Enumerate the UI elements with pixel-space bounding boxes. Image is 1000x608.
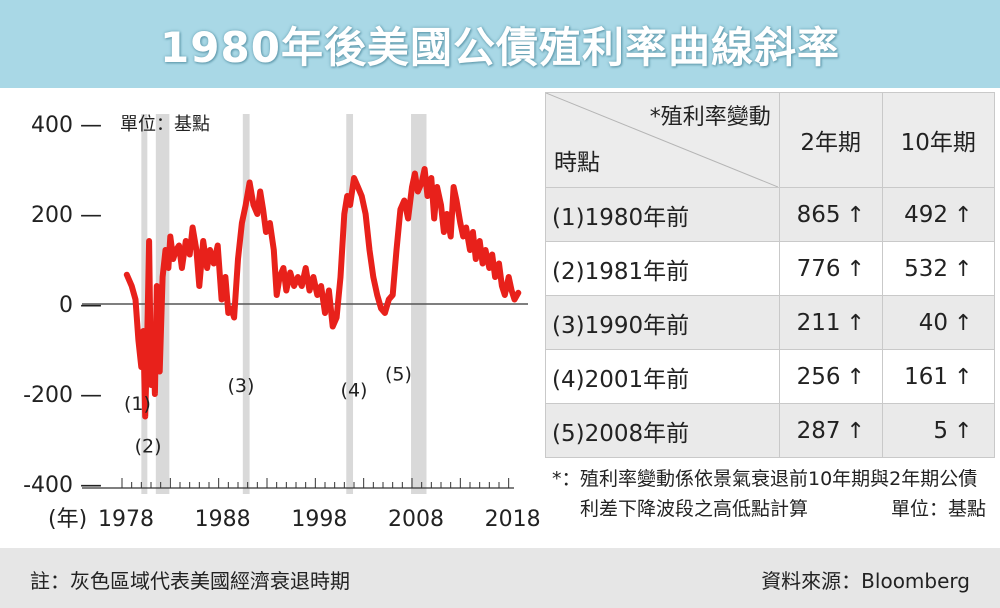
recession-annotation: (5) bbox=[385, 364, 412, 386]
recession-note: 註：灰色區域代表美國經濟衰退時期 bbox=[30, 569, 350, 593]
cell-value: 211 bbox=[796, 309, 841, 336]
series-layer bbox=[123, 166, 522, 420]
recession-annotation: (1) bbox=[124, 393, 151, 415]
chart-labels: 400 — 200 — 0 — -200 — -400 — 單位：基點 1978 1988 19… bbox=[23, 113, 541, 532]
x-tick-label: 1988 bbox=[195, 507, 251, 532]
recession-annotation: (2) bbox=[135, 436, 162, 458]
x-tick-label: 2008 bbox=[388, 507, 444, 532]
up-arrow-icon: ↑ bbox=[846, 202, 865, 228]
up-arrow-icon: ↑ bbox=[954, 364, 973, 390]
cell-2yr: 211 ↑ bbox=[778, 295, 883, 350]
up-arrow-icon: ↑ bbox=[954, 202, 973, 228]
cell-value: 287 bbox=[796, 417, 841, 444]
footnote-text: 殖利率變動係依景氣衰退前10年期與2年期公債利差下降波段之高低點計算 bbox=[580, 468, 978, 520]
cell-value: 161 bbox=[904, 363, 949, 390]
header-time: 時點 bbox=[554, 150, 600, 176]
table-row: (3)1990年前 211 ↑ 40 ↑ bbox=[545, 295, 996, 350]
cell-value: 256 bbox=[796, 363, 841, 390]
up-arrow-icon: ↑ bbox=[954, 418, 973, 444]
recession-annotation: (4) bbox=[341, 379, 368, 401]
cell-time: (3)1990年前 bbox=[545, 295, 780, 350]
cell-10yr: 492 ↑ bbox=[881, 187, 996, 242]
table-body: (1)1980年前 865 ↑ 492 ↑ (2)1981年前 776 ↑ 532 ↑ (3)199… bbox=[545, 187, 996, 458]
table-row: (2)1981年前 776 ↑ 532 ↑ bbox=[545, 241, 996, 296]
y-tick-label: -400 — bbox=[23, 473, 102, 498]
bottom-bar: 註：灰色區域代表美國經濟衰退時期 資料來源：Bloomberg bbox=[0, 548, 1000, 608]
cell-10yr: 5 ↑ bbox=[881, 403, 996, 458]
table: *殖利率變動 時點 2年期 10年期 (1)1980年前 865 ↑ 492 ↑ (2)1… bbox=[545, 92, 996, 458]
up-arrow-icon: ↑ bbox=[846, 310, 865, 336]
page-title: 1980年後美國公債殖利率曲線斜率 bbox=[160, 22, 840, 72]
x-tick-label: 1998 bbox=[291, 507, 347, 532]
cell-2yr: 865 ↑ bbox=[778, 187, 883, 242]
y-tick-label: 400 — bbox=[31, 113, 102, 138]
y-tick-label: 0 — bbox=[59, 293, 102, 318]
up-arrow-icon: ↑ bbox=[954, 256, 973, 282]
footnote: *： 殖利率變動係依景氣衰退前10年期與2年期公債利差下降波段之高低點計算 單位… bbox=[552, 464, 992, 524]
footnote-star: *： bbox=[552, 468, 581, 490]
recession-annotation: (3) bbox=[227, 375, 254, 397]
x-axis-prefix: (年) bbox=[48, 507, 87, 532]
up-arrow-icon: ↑ bbox=[846, 418, 865, 444]
up-arrow-icon: ↑ bbox=[954, 310, 973, 336]
x-tick-label: 1978 bbox=[98, 507, 154, 532]
cell-2yr: 287 ↑ bbox=[778, 403, 883, 458]
table-header-row: *殖利率變動 時點 2年期 10年期 bbox=[545, 92, 996, 188]
cell-value: 40 bbox=[918, 309, 949, 336]
cell-value: 5 bbox=[933, 417, 949, 444]
table-row: (4)2001年前 256 ↑ 161 ↑ bbox=[545, 349, 996, 404]
up-arrow-icon: ↑ bbox=[846, 256, 865, 282]
y-tick-label: -200 — bbox=[23, 383, 102, 408]
cell-time: (2)1981年前 bbox=[545, 241, 780, 296]
header-2yr: 2年期 bbox=[778, 92, 883, 188]
title-bar: 1980年後美國公債殖利率曲線斜率 bbox=[0, 0, 1000, 88]
cell-10yr: 532 ↑ bbox=[881, 241, 996, 296]
cell-2yr: 256 ↑ bbox=[778, 349, 883, 404]
x-tick-label: 2018 bbox=[485, 507, 541, 532]
series-line bbox=[123, 166, 522, 420]
yield-change-table: *殖利率變動 時點 2年期 10年期 (1)1980年前 865 ↑ 492 ↑ (2)1… bbox=[545, 92, 996, 460]
cell-value: 532 bbox=[904, 255, 949, 282]
cell-2yr: 776 ↑ bbox=[778, 241, 883, 296]
cell-value: 776 bbox=[796, 255, 841, 282]
cell-time: (1)1980年前 bbox=[545, 187, 780, 242]
table-row: (1)1980年前 865 ↑ 492 ↑ bbox=[545, 187, 996, 242]
cell-time: (5)2008年前 bbox=[545, 403, 780, 458]
cell-10yr: 40 ↑ bbox=[881, 295, 996, 350]
header-diagonal-cell: *殖利率變動 時點 bbox=[545, 92, 780, 188]
header-10yr: 10年期 bbox=[881, 92, 996, 188]
up-arrow-icon: ↑ bbox=[846, 364, 865, 390]
footnote-unit: 單位：基點 bbox=[890, 498, 986, 520]
cell-10yr: 161 ↑ bbox=[881, 349, 996, 404]
cell-value: 865 bbox=[796, 201, 841, 228]
data-source: 資料來源：Bloomberg bbox=[761, 569, 970, 593]
cell-time: (4)2001年前 bbox=[545, 349, 780, 404]
diagonal-divider bbox=[546, 93, 778, 187]
table-row: (5)2008年前 287 ↑ 5 ↑ bbox=[545, 403, 996, 458]
unit-label: 單位：基點 bbox=[120, 114, 210, 135]
cell-value: 492 bbox=[904, 201, 949, 228]
yield-curve-chart: 400 — 200 — 0 — -200 — -400 — 單位：基點 1978 1988 19… bbox=[23, 113, 541, 532]
y-tick-label: 200 — bbox=[31, 203, 102, 228]
header-yield-change: *殖利率變動 bbox=[649, 105, 771, 130]
